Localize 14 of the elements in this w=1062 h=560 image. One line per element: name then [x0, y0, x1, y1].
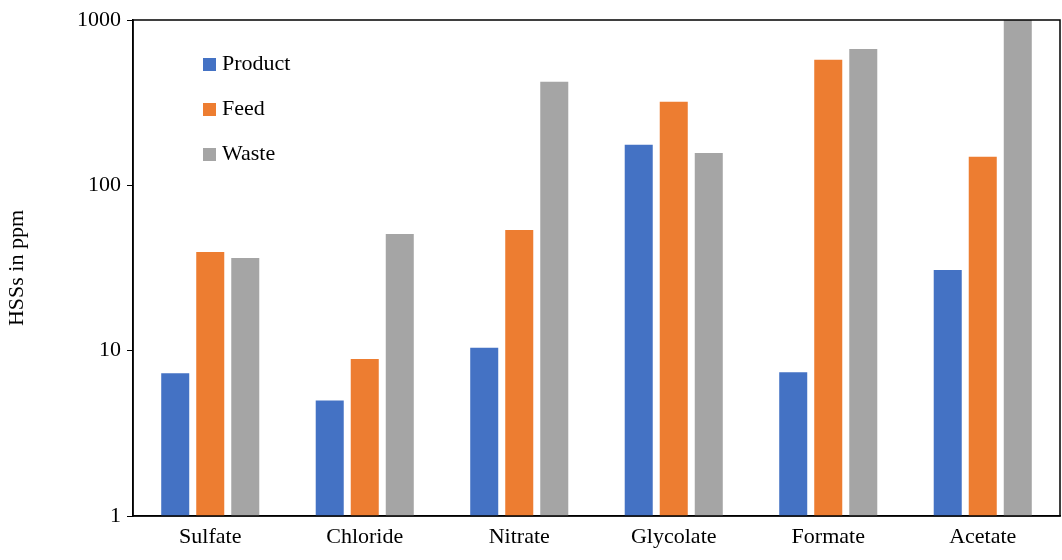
x-tick-label: Sulfate: [179, 522, 242, 548]
x-tick-label: Formate: [791, 522, 865, 548]
x-tick-label: Chloride: [326, 522, 404, 548]
legend-label: Feed: [222, 94, 265, 120]
x-tick-label: Nitrate: [488, 522, 550, 548]
legend-label: Product: [222, 49, 291, 75]
x-tick-label: Acetate: [949, 522, 1017, 548]
y-tick-label: 1000: [77, 5, 121, 31]
y-tick-label: 10: [99, 336, 121, 362]
x-tick-label: Glycolate: [630, 522, 717, 548]
y-tick-label: 1: [110, 501, 121, 527]
legend-label: Waste: [222, 139, 276, 165]
y-tick-label: 100: [88, 171, 121, 197]
y-axis-title: HSSs in ppm: [2, 209, 28, 327]
